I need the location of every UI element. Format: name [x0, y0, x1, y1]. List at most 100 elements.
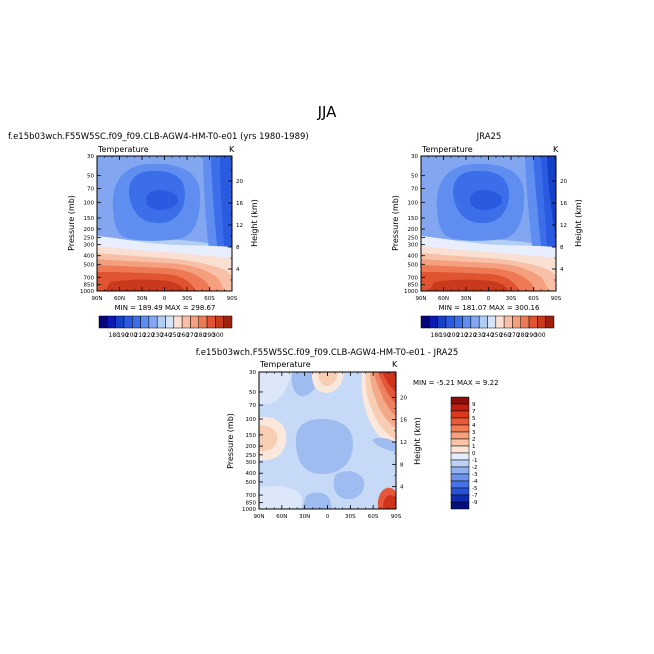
- colorbar-label: 300: [534, 332, 546, 339]
- panel-c-contour-m1-lower: [259, 486, 303, 509]
- colorbar-swatch: [437, 315, 447, 329]
- colorbar-swatch: [454, 315, 463, 329]
- panel-1-xtick-label: 30S: [506, 296, 517, 302]
- panel-c-ylabel-right: Height (km): [413, 417, 422, 465]
- colorbar-label: 190: [117, 332, 129, 339]
- panel-2-xtick-label: 0: [326, 514, 330, 520]
- panel-b-subtitle: Temperature: [421, 145, 473, 154]
- colorbar-swatch: [148, 315, 158, 329]
- colorbar-label: -3: [472, 472, 478, 478]
- colorbar-label: 230: [152, 332, 164, 339]
- colorbar-swatch: [429, 315, 438, 329]
- colorbar-label: 270: [186, 332, 198, 339]
- panel-2-xtick-label: 30S: [345, 514, 356, 520]
- panel-a-plot: [97, 156, 232, 291]
- colorbar-swatch: [450, 403, 470, 412]
- colorbar-label: 210: [456, 332, 468, 339]
- panel-2-ytick-label: 150: [246, 433, 257, 439]
- panel-0-xtick-label: 60S: [204, 296, 215, 302]
- colorbar-swatch: [528, 315, 538, 329]
- colorbar-label: 5: [472, 416, 476, 422]
- colorbar-label: 240: [160, 332, 172, 339]
- panel-0-htick-label: 12: [236, 223, 243, 229]
- colorbar-label: 4: [472, 423, 476, 429]
- colorbar-swatch: [450, 466, 470, 475]
- panel-a-title: f.e15b03wch.F55W5SC.f09_f09.CLB-AGW4-HM-…: [8, 132, 309, 142]
- panel-2-ytick-label: 700: [246, 493, 257, 499]
- panel-0-ytick-label: 200: [84, 227, 95, 233]
- panel-0-ytick-label: 700: [84, 275, 95, 281]
- colorbar-swatch: [450, 501, 470, 510]
- panel-1-xtick-label: 90S: [551, 296, 562, 302]
- panel-2-xtick-label: 60S: [368, 514, 379, 520]
- panel-0-ytick-label: 150: [84, 216, 95, 222]
- panel-a-subtitle: Temperature: [97, 145, 149, 154]
- colorbar-label: 290: [526, 332, 538, 339]
- colorbar-swatch: [156, 315, 166, 329]
- panel-1-htick-label: 20: [560, 179, 567, 185]
- colorbar-swatch: [223, 315, 233, 329]
- colorbar-label: 250: [491, 332, 503, 339]
- colorbar-label: 240: [482, 332, 494, 339]
- panel-b-ylabel: Pressure (mb): [391, 195, 400, 251]
- panel-c-contour-p2-left: [259, 425, 278, 451]
- panel-2-xtick-label: 90N: [253, 514, 264, 520]
- panel-2-ytick-label: 850: [246, 501, 257, 507]
- panel-1-ytick-label: 200: [408, 227, 419, 233]
- panel-0-htick-label: 4: [236, 267, 240, 273]
- panel-0-xtick-label: 90S: [227, 296, 238, 302]
- panel-0-ytick-label: 250: [84, 236, 95, 242]
- panel-0-htick-label: 20: [236, 179, 243, 185]
- colorbar-label: -5: [472, 486, 478, 492]
- colorbar-label: 220: [143, 332, 155, 339]
- panel-1-ytick-label: 300: [408, 243, 419, 249]
- panel-c-contour-m2-lower: [302, 492, 332, 509]
- panel-1-ytick-label: 50: [411, 174, 418, 180]
- colorbar-swatch: [512, 315, 521, 329]
- panel-c-contour-p2-pos: [318, 372, 338, 386]
- colorbar-swatch: [450, 431, 470, 440]
- colorbar-label: 1: [472, 444, 476, 450]
- colorbar-swatch: [450, 452, 470, 461]
- panel-c-ylabel: Pressure (mb): [226, 413, 235, 469]
- panel-1-ytick-label: 500: [408, 262, 419, 268]
- colorbar-swatch: [450, 396, 470, 405]
- panel-b-plot: [421, 156, 556, 291]
- panel-1-ytick-label: 250: [408, 236, 419, 242]
- colorbar-label: 300: [212, 332, 224, 339]
- panel-1-xtick-label: 90N: [415, 296, 426, 302]
- colorbar-swatch: [123, 315, 133, 329]
- panel-1-ytick-label: 30: [411, 154, 418, 160]
- colorbar-swatch: [450, 494, 470, 503]
- panel-0-ytick-label: 50: [87, 174, 94, 180]
- panel-a-ylabel-right: Height (km): [250, 199, 259, 247]
- colorbar-label: 280: [517, 332, 529, 339]
- panel-2-htick-label: 8: [400, 462, 404, 468]
- panel-0-ytick-label: 300: [84, 243, 95, 249]
- panel-2-htick-label: 20: [400, 395, 407, 401]
- panel-0-ytick-label: 1000: [80, 289, 94, 295]
- panel-a-contour-300: [105, 279, 185, 291]
- colorbar-label: 0: [472, 451, 476, 457]
- panel-1-htick-label: 8: [560, 245, 564, 251]
- colorbar-label: 220: [465, 332, 477, 339]
- panel-1-htick-label: 16: [560, 201, 567, 207]
- panel-b-contour-300: [429, 279, 509, 291]
- colorbar-swatch: [165, 315, 175, 329]
- panel-a-contour-190: [146, 190, 178, 210]
- panel-2-htick-label: 16: [400, 418, 407, 424]
- colorbar-swatch: [198, 315, 208, 329]
- colorbar-swatch: [520, 315, 530, 329]
- colorbar-label: 260: [500, 332, 512, 339]
- panel-0-xtick-label: 30N: [136, 296, 147, 302]
- panel-0-xtick-label: 90N: [91, 296, 102, 302]
- panel-2-ytick-label: 100: [246, 417, 257, 423]
- colorbar-swatch: [503, 315, 513, 329]
- colorbar-swatch: [450, 480, 470, 489]
- colorbar-label: -4: [472, 479, 478, 485]
- panel-2-ytick-label: 400: [246, 471, 257, 477]
- colorbar-label: 210: [134, 332, 146, 339]
- colorbar-swatch: [487, 315, 497, 329]
- colorbar-label: 270: [508, 332, 520, 339]
